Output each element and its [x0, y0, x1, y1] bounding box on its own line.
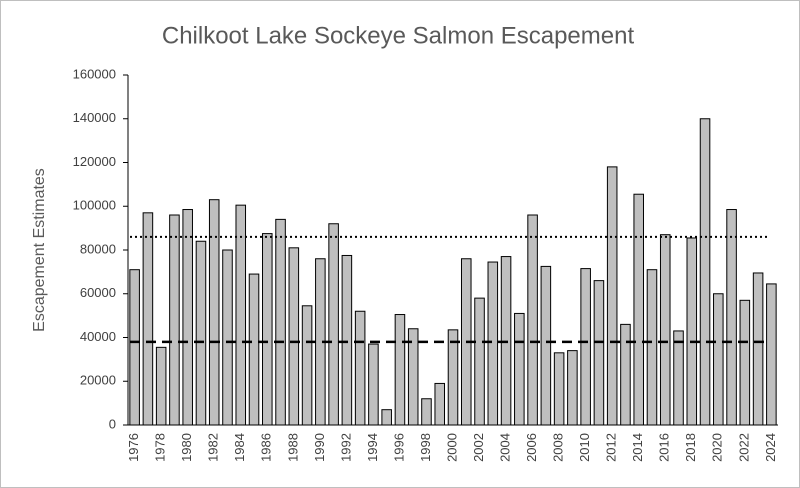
chart-title: Chilkoot Lake Sockeye Salmon Escapement [162, 22, 635, 49]
bar [142, 212, 154, 426]
bar [699, 118, 711, 426]
bar [195, 240, 207, 426]
bar [434, 382, 446, 426]
x-tick-label: 2022 [736, 433, 751, 462]
y-tick-label: 160000 [73, 66, 116, 81]
y-tick-label: 140000 [73, 110, 116, 125]
bar [540, 265, 552, 426]
bar [222, 249, 233, 426]
x-tick-label: 2002 [471, 433, 486, 462]
bar [673, 330, 684, 426]
bar [567, 350, 578, 426]
bar [394, 314, 406, 426]
bar [514, 312, 525, 426]
bar [553, 352, 565, 426]
bar [620, 323, 631, 426]
x-tick-label: 2020 [710, 433, 725, 462]
bar [527, 214, 538, 426]
bar [129, 269, 140, 426]
x-tick-label: 1996 [391, 433, 406, 462]
bar [368, 343, 379, 426]
bar [487, 261, 499, 426]
bar [407, 328, 419, 426]
bar [752, 272, 764, 426]
y-tick-label: 80000 [80, 241, 116, 256]
x-tick-label: 2012 [604, 433, 619, 462]
bar [248, 273, 260, 426]
x-tick-label: 1980 [179, 433, 194, 462]
x-tick-label: 2014 [630, 433, 645, 462]
bar [235, 204, 247, 426]
bar [421, 398, 432, 426]
bar [328, 223, 339, 426]
bar [659, 234, 671, 426]
bar [354, 310, 366, 426]
x-tick-label: 1982 [206, 433, 221, 462]
x-tick-label: 1978 [153, 433, 168, 462]
bar [262, 233, 273, 426]
bar [739, 299, 751, 426]
bar [726, 209, 737, 426]
y-tick-label: 0 [109, 416, 116, 431]
x-tick-label: 2024 [763, 433, 778, 462]
bar [341, 254, 353, 426]
bar [713, 293, 724, 426]
bar [633, 193, 644, 426]
y-tick-label: 100000 [73, 198, 116, 213]
bar [208, 199, 220, 426]
x-tick-label: 2018 [683, 433, 698, 462]
bar [593, 280, 605, 426]
bar [474, 297, 485, 426]
bar [766, 283, 777, 426]
bar [169, 214, 180, 426]
bar [155, 346, 167, 426]
bar [686, 237, 698, 426]
bar [580, 268, 591, 426]
x-tick-label: 2006 [524, 433, 539, 462]
x-tick-label: 2010 [577, 433, 592, 462]
x-tick-label: 1988 [285, 433, 300, 462]
x-tick-label: 1976 [126, 433, 141, 462]
y-tick-label: 120000 [73, 154, 116, 169]
y-axis-label: Escapement Estimates [31, 168, 48, 332]
bar [288, 247, 300, 426]
bar [182, 209, 193, 426]
x-tick-label: 2008 [551, 433, 566, 462]
y-tick-label: 60000 [80, 285, 116, 300]
bar [381, 409, 392, 426]
y-tick-label: 40000 [80, 329, 116, 344]
bar [301, 305, 313, 426]
bar [646, 269, 658, 426]
x-tick-label: 2004 [497, 433, 512, 462]
x-tick-label: 2016 [657, 433, 672, 462]
x-tick-label: 1990 [312, 433, 327, 462]
x-tick-label: 1984 [232, 433, 247, 462]
bar [447, 329, 459, 426]
x-tick-label: 1992 [338, 433, 353, 462]
bar [606, 166, 618, 426]
y-tick-label: 20000 [80, 373, 116, 388]
x-tick-label: 1998 [418, 433, 433, 462]
bar [275, 218, 286, 426]
x-tick-label: 1994 [365, 433, 380, 462]
x-tick-label: 2000 [444, 433, 459, 462]
x-tick-label: 1986 [259, 433, 274, 462]
